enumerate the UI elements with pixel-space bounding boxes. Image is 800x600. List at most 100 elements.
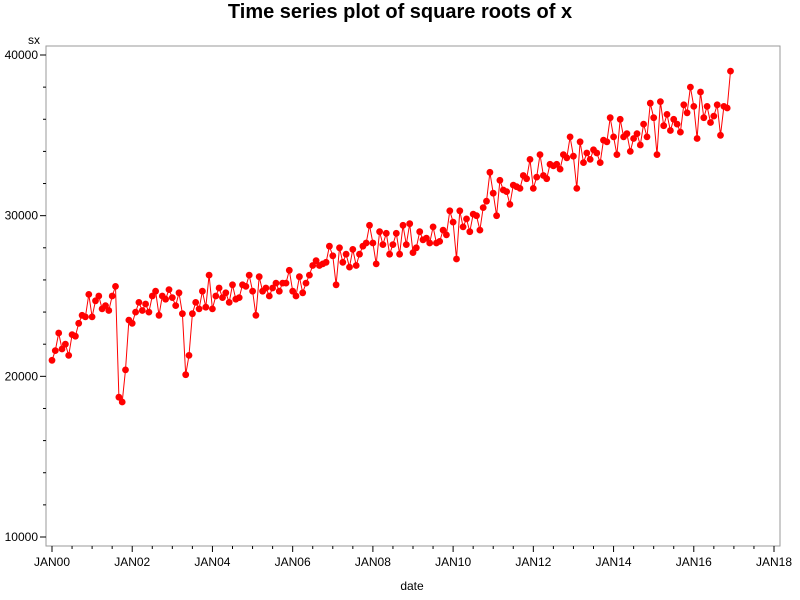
data-point — [51, 347, 59, 354]
x-axis: JAN00 JAN02 JAN04 JAN06 JAN08 JAN10 JAN12 JAN14… — [34, 546, 792, 569]
y-axis: 10000 20000 30000 40000 — [5, 48, 46, 544]
data-point — [459, 223, 467, 231]
data-point — [583, 149, 591, 157]
x-tick-label: JAN18 — [756, 555, 792, 569]
data-point — [349, 246, 357, 253]
x-axis-label: date — [400, 579, 424, 593]
data-point — [222, 289, 230, 297]
data-point — [439, 226, 447, 234]
data-point — [580, 159, 587, 167]
data-point — [623, 130, 631, 138]
y-axis-label: sx — [28, 33, 40, 47]
data-point — [195, 305, 203, 313]
data-point — [456, 207, 464, 215]
data-point — [636, 141, 644, 149]
data-point — [302, 279, 310, 287]
chart-title: Time series plot of square roots of x — [227, 1, 573, 23]
data-point — [697, 88, 704, 96]
data-point — [162, 295, 170, 303]
data-point — [423, 234, 430, 242]
data-point — [543, 175, 551, 183]
data-point — [493, 212, 500, 220]
data-point — [326, 242, 333, 250]
data-point — [536, 151, 544, 159]
data-point — [122, 366, 129, 374]
data-point — [175, 289, 183, 297]
data-point — [496, 176, 504, 184]
data-point — [132, 308, 140, 316]
data-point — [606, 114, 614, 122]
data-point — [205, 271, 213, 279]
data-point — [352, 262, 360, 269]
data-point — [570, 152, 577, 160]
data-point — [506, 201, 514, 208]
data-point — [389, 241, 397, 249]
y-tick-label: 30000 — [5, 209, 39, 223]
data-point — [566, 133, 574, 141]
data-point — [235, 294, 243, 301]
data-point — [409, 249, 417, 256]
data-point — [633, 130, 641, 138]
data-point — [322, 258, 330, 266]
x-tick-label: JAN14 — [596, 555, 632, 569]
data-point — [202, 303, 210, 311]
x-tick-label: JAN02 — [114, 555, 150, 569]
data-point — [342, 250, 350, 258]
data-point — [673, 120, 681, 128]
data-point — [309, 262, 317, 269]
data-point — [192, 299, 200, 306]
data-point — [693, 135, 701, 142]
data-point — [289, 287, 297, 295]
data-point — [372, 260, 380, 268]
data-point — [128, 319, 136, 327]
data-point — [523, 175, 530, 183]
data-point — [366, 221, 373, 229]
y-tick-label: 40000 — [5, 48, 39, 62]
data-point — [680, 101, 688, 109]
data-point — [312, 257, 320, 265]
data-point — [356, 250, 363, 258]
data-point — [62, 340, 69, 348]
data-point — [215, 284, 223, 292]
data-point — [576, 138, 584, 146]
data-point — [690, 103, 698, 110]
data-point — [329, 252, 337, 260]
data-point — [436, 238, 444, 245]
y-tick-label: 10000 — [5, 530, 39, 544]
data-point — [653, 151, 661, 159]
data-point — [717, 131, 724, 139]
data-point — [92, 297, 99, 305]
data-point — [640, 120, 647, 128]
data-point — [687, 83, 694, 91]
data-point — [225, 299, 233, 306]
data-point — [255, 273, 263, 281]
data-point — [379, 241, 387, 249]
data-point — [252, 311, 260, 319]
data-point — [663, 111, 671, 118]
data-point — [346, 263, 353, 271]
data-point — [185, 352, 193, 359]
data-point — [179, 310, 186, 318]
data-point — [189, 310, 196, 318]
data-point — [339, 258, 347, 266]
data-point — [306, 271, 313, 279]
data-point — [102, 302, 109, 309]
data-point — [593, 149, 601, 157]
data-point — [332, 281, 340, 289]
data-point — [165, 286, 173, 293]
data-point — [713, 101, 721, 109]
data-point — [118, 398, 126, 406]
data-point — [269, 284, 276, 292]
data-point — [199, 287, 206, 295]
data-point — [553, 160, 561, 168]
data-point — [369, 239, 377, 247]
data-point — [700, 114, 708, 122]
data-point — [710, 112, 718, 120]
data-point — [182, 371, 190, 379]
data-point — [229, 281, 236, 289]
x-tick-label: JAN10 — [435, 555, 471, 569]
data-point — [667, 127, 674, 134]
data-point — [296, 273, 303, 281]
x-tick-label: JAN08 — [355, 555, 391, 569]
data-point — [603, 138, 611, 146]
